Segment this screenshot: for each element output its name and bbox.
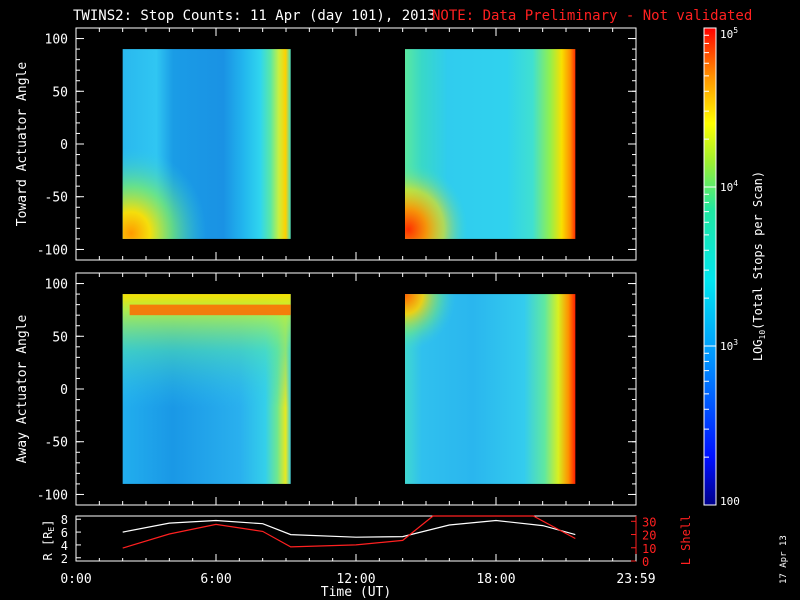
orbit-left-label: R [RE] — [41, 520, 56, 561]
plot-title: TWINS2: Stop Counts: 11 Apr (day 101), 2… — [73, 8, 435, 24]
y-tick-label: -100 — [37, 488, 68, 503]
x-tick-label: 23:59 — [616, 572, 655, 587]
y-tick-label: 0 — [60, 383, 68, 398]
orbit-right-label: L Shell — [679, 515, 693, 566]
colorbar-tick-label: 105 — [720, 26, 738, 41]
away-panel: 100 50 0 -50 -100 Away Actuator Angle — [15, 272, 637, 506]
orbit-left-tick-label: 6 — [61, 526, 68, 540]
orbit-right-tick-label: 30 — [642, 515, 656, 529]
toward-panel: 100 50 0 -50 -100 Toward Actuator Angle — [15, 27, 637, 261]
away-y-label: Away Actuator Angle — [15, 314, 30, 463]
away-y-ticks: 100 50 0 -50 -100 — [37, 273, 637, 505]
orbit-lines — [122, 515, 576, 549]
away-data-hot-band — [129, 304, 291, 316]
away-data-block-1-overlay — [122, 294, 291, 484]
colorbar-tick-label: 104 — [720, 179, 738, 194]
orbit-left-tick-label: 2 — [61, 552, 68, 566]
l-shell-line — [122, 515, 576, 549]
preliminary-note: NOTE: Data Preliminary - Not validated — [432, 8, 752, 24]
toward-data-block-2-hotspot — [405, 49, 576, 239]
orbit-left-tick-label: 4 — [61, 539, 68, 553]
toward-y-ticks: 100 50 0 -50 -100 — [37, 28, 637, 260]
orbit-right-tick-label: 0 — [642, 555, 649, 569]
y-tick-label: 50 — [52, 330, 68, 345]
time-x-label: Time (UT) — [321, 585, 391, 600]
away-data-block-2-hotspot — [405, 294, 576, 484]
y-tick-label: 0 — [60, 138, 68, 153]
x-tick-label: 12:00 — [336, 572, 375, 587]
colorbar-tick-label: 103 — [720, 338, 738, 353]
colorbar-label: LOG10(Total Stops per Scan) — [751, 171, 767, 361]
y-tick-label: 100 — [45, 278, 68, 293]
radius-line — [122, 519, 576, 538]
y-tick-label: -50 — [45, 436, 68, 451]
colorbar-ticks: 105 104 103 100 — [704, 26, 740, 508]
toward-y-label: Toward Actuator Angle — [15, 62, 30, 227]
colorbar: 105 104 103 100 LOG10(Total Stops per Scan) — [703, 26, 767, 508]
x-tick-label: 18:00 — [476, 572, 515, 587]
toward-data-block-1-hotspot — [122, 49, 291, 239]
colorbar-tick-label: 100 — [720, 495, 740, 508]
colorbar-scale — [704, 28, 716, 505]
y-tick-label: 50 — [52, 85, 68, 100]
y-tick-label: 100 — [45, 33, 68, 48]
orbit-right-tick-label: 20 — [642, 529, 656, 543]
generation-date: 17 Apr 13 — [779, 535, 789, 584]
x-tick-label: 0:00 — [60, 572, 91, 587]
x-tick-label: 6:00 — [200, 572, 231, 587]
time-x-ticks: 0:00 6:00 12:00 18:00 23:59 — [60, 554, 656, 587]
orbit-right-tick-label: 10 — [642, 542, 656, 556]
y-tick-label: -100 — [37, 243, 68, 258]
orbit-left-tick-label: 8 — [61, 513, 68, 527]
y-tick-label: -50 — [45, 191, 68, 206]
